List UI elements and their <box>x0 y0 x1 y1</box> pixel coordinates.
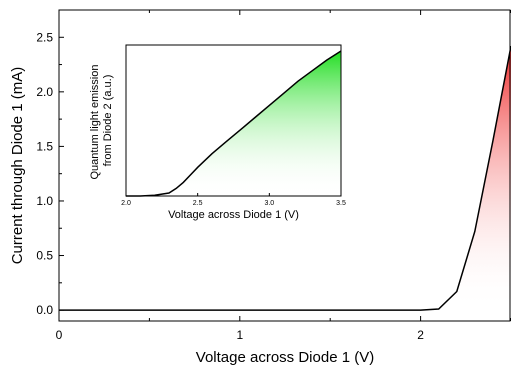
main-y-axis: 0.0 0.5 1.0 1.5 2.0 2.5 <box>36 30 64 317</box>
inset-y-axis-title: Quantum light emission from Diode 2 (a.u… <box>89 61 114 179</box>
inset-series-line <box>126 50 342 197</box>
main-x-tick-label: 0 <box>56 328 63 342</box>
main-y-axis-title: Current through Diode 1 (mA) <box>9 67 26 265</box>
main-y-tick-label: 1.0 <box>36 194 53 208</box>
main-x-tick-label: 1 <box>236 328 243 342</box>
main-plot-frame <box>58 9 511 322</box>
main-x-tick-label: 2 <box>417 328 424 342</box>
inset-x-tick-label: 2.5 <box>193 200 203 207</box>
inset-y-axis-title-line-2: from Diode 2 (a.u.) <box>102 75 114 167</box>
main-plot: 0 1 2 0.0 0.5 1.0 1.5 2.0 2.5 Voltage across Di… <box>9 9 511 366</box>
inset-y-axis-title-line-1: Quantum light emission <box>89 65 101 180</box>
inset-area-fill <box>126 51 341 196</box>
main-x-axis: 0 1 2 <box>56 10 511 342</box>
main-series-line <box>59 45 511 311</box>
main-x-axis-title: Voltage across Diode 1 (V) <box>196 349 374 366</box>
inset-x-tick-label: 3.5 <box>336 200 346 207</box>
inset-plot: 2.0 2.5 3.0 3.5 Voltage across Diode 1 (V) … <box>89 44 346 221</box>
main-y-tick-label: 0.5 <box>36 249 53 263</box>
main-y-tick-label: 2.5 <box>36 30 53 44</box>
inset-x-axis: 2.0 2.5 3.0 3.5 <box>121 193 346 207</box>
inset-x-tick-label: 3.0 <box>264 200 274 207</box>
main-y-tick-label: 1.5 <box>36 139 53 153</box>
main-y-tick-label: 2.0 <box>36 85 53 99</box>
inset-x-tick-label: 2.0 <box>121 200 131 207</box>
main-area-fill <box>59 46 511 311</box>
main-y-tick-label: 0.0 <box>36 303 53 317</box>
inset-x-axis-title: Voltage across Diode 1 (V) <box>168 209 299 221</box>
inset-plot-frame <box>125 44 342 197</box>
